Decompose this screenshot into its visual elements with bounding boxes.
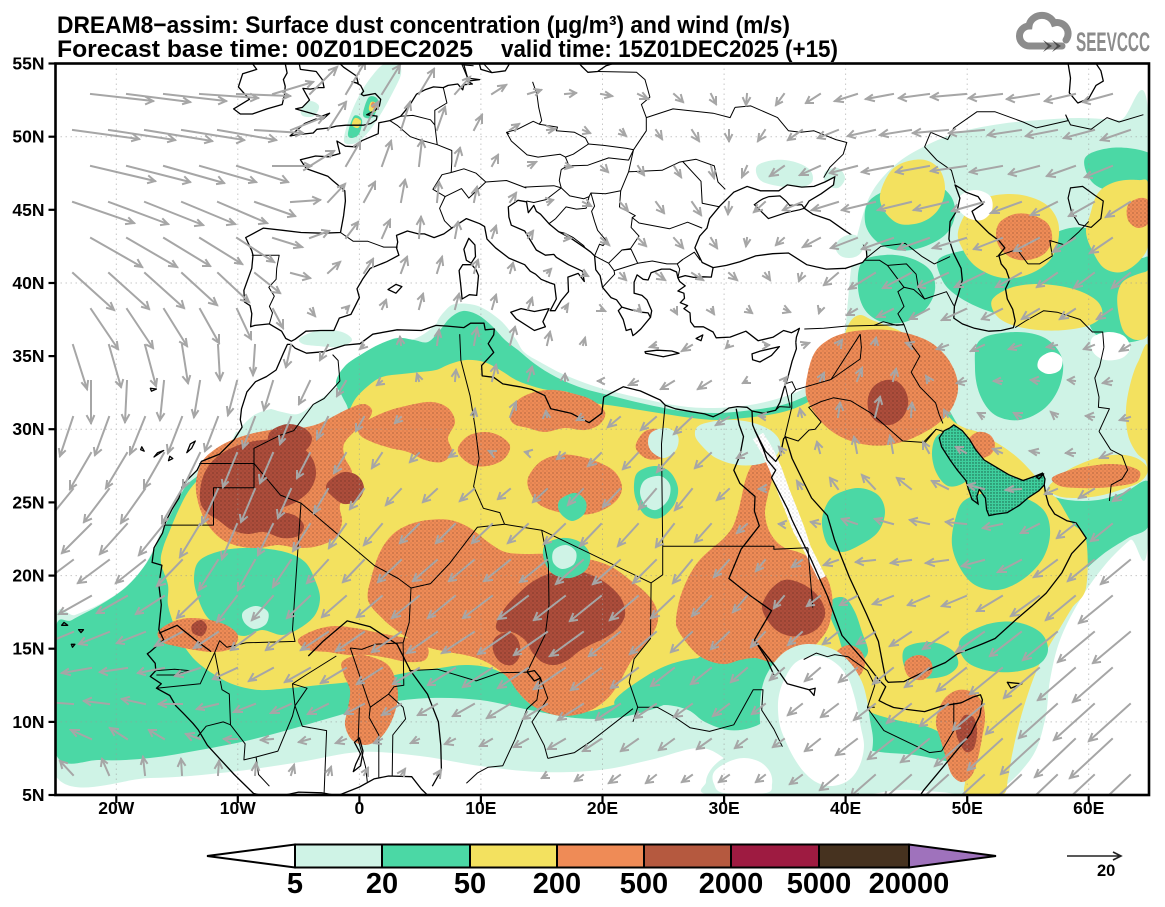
svg-text:50N: 50N <box>12 127 44 147</box>
svg-text:25N: 25N <box>12 492 44 512</box>
svg-text:30N: 30N <box>12 419 44 439</box>
svg-text:0: 0 <box>355 798 365 818</box>
svg-text:10E: 10E <box>465 798 496 818</box>
svg-text:500: 500 <box>620 868 668 900</box>
svg-text:valid time: 15Z01DEC2025 (+15): valid time: 15Z01DEC2025 (+15) <box>501 36 838 63</box>
svg-text:20000: 20000 <box>869 868 950 900</box>
svg-text:50E: 50E <box>952 798 983 818</box>
svg-text:200: 200 <box>533 868 581 900</box>
svg-text:2000: 2000 <box>699 868 764 900</box>
svg-text:Forecast base time: 00Z01DEC20: Forecast base time: 00Z01DEC2025 <box>57 36 473 63</box>
svg-text:20E: 20E <box>587 798 618 818</box>
svg-text:45N: 45N <box>12 200 44 220</box>
svg-text:40N: 40N <box>12 273 44 293</box>
svg-text:15N: 15N <box>12 639 44 659</box>
svg-text:50: 50 <box>454 868 486 900</box>
svg-text:20N: 20N <box>12 566 44 586</box>
svg-text:10N: 10N <box>12 712 44 732</box>
svg-text:60E: 60E <box>1073 798 1104 818</box>
svg-text:5: 5 <box>287 868 303 900</box>
svg-text:20: 20 <box>366 868 398 900</box>
svg-text:55N: 55N <box>12 54 44 74</box>
svg-text:5000: 5000 <box>787 868 852 900</box>
svg-text:35N: 35N <box>12 346 44 366</box>
svg-text:20W: 20W <box>98 798 134 818</box>
svg-text:10W: 10W <box>220 798 256 818</box>
svg-text:DREAM8−assim: Surface dust con: DREAM8−assim: Surface dust concentration… <box>57 12 790 39</box>
svg-text:SEEVCCC: SEEVCCC <box>1076 27 1150 57</box>
svg-text:20: 20 <box>1097 862 1115 880</box>
svg-text:5N: 5N <box>22 785 44 805</box>
svg-text:40E: 40E <box>830 798 861 818</box>
svg-text:30E: 30E <box>709 798 740 818</box>
